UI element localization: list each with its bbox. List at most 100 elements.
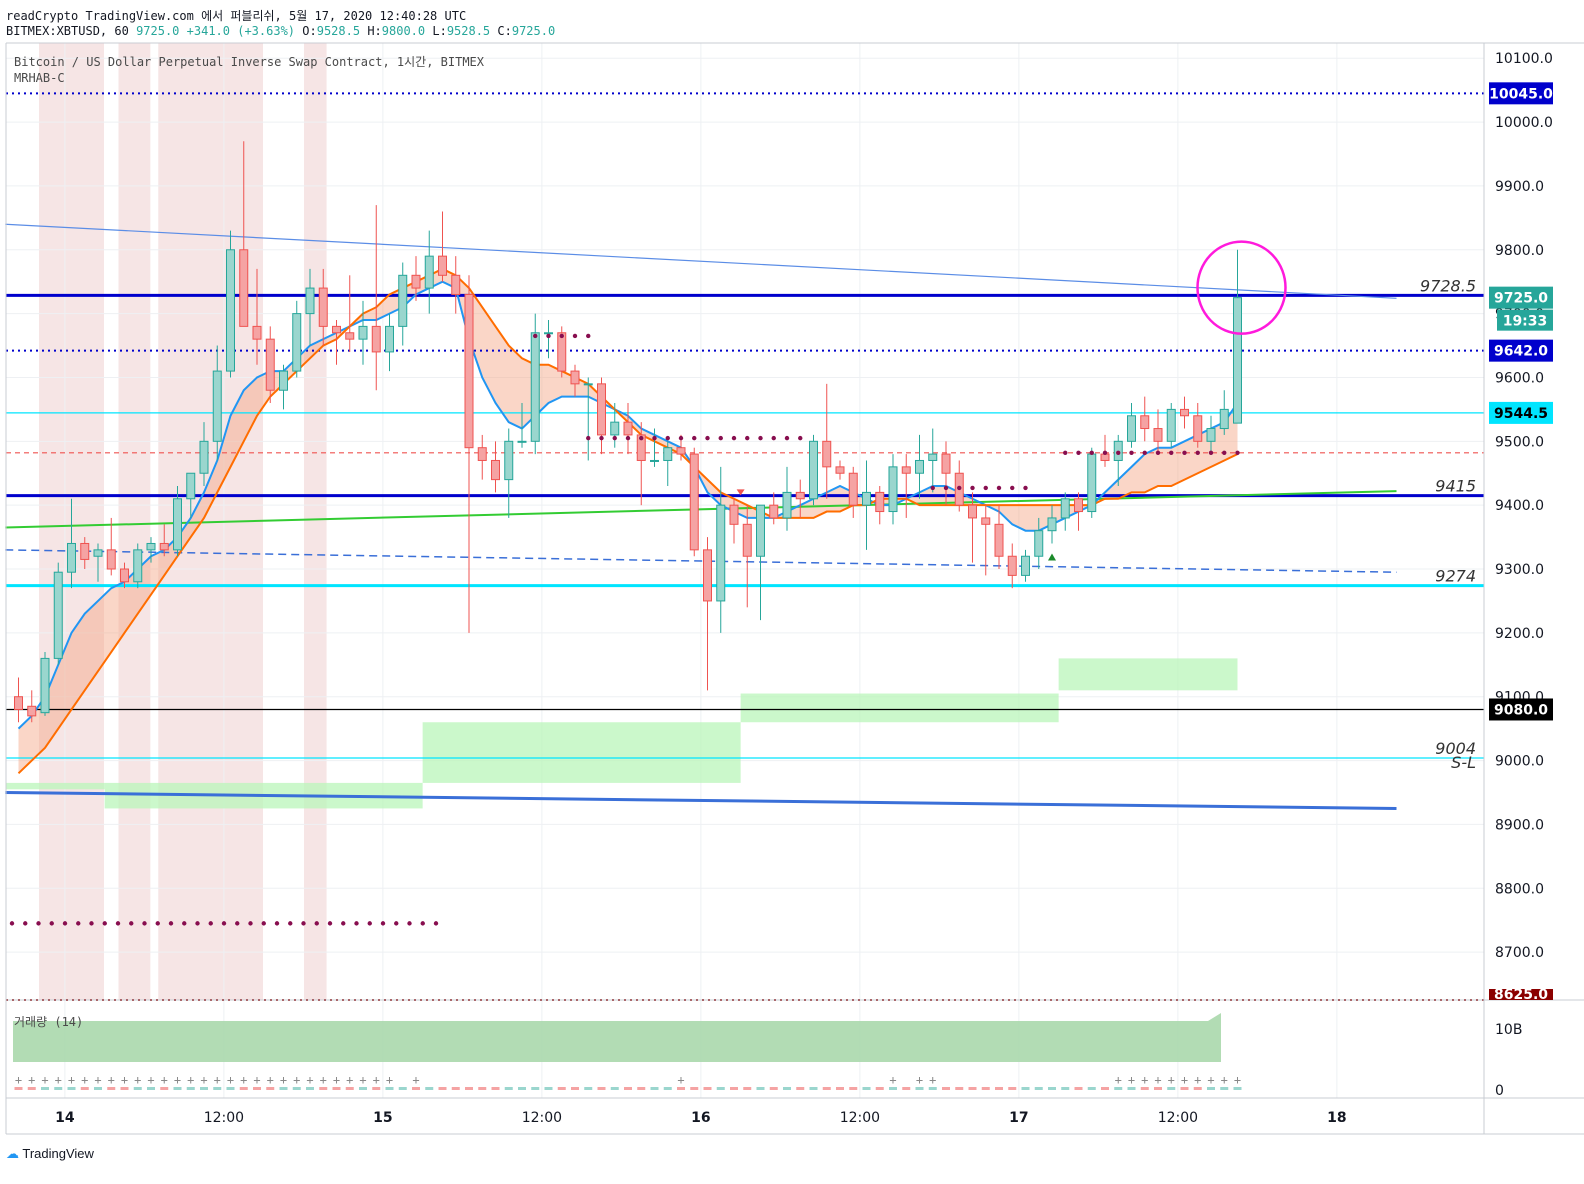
candle xyxy=(53,562,63,665)
session-band xyxy=(304,43,327,1000)
price-tag: 9544.5 xyxy=(1489,401,1553,424)
signal-dot xyxy=(341,921,346,926)
volume-bar xyxy=(200,1087,208,1090)
blue-lower-trend-line xyxy=(5,790,1397,810)
candle xyxy=(451,256,461,314)
signal-dot xyxy=(1076,450,1081,456)
time-tick-label: 17 xyxy=(1009,1110,1028,1126)
signal-dot xyxy=(1208,450,1214,456)
candle-body xyxy=(106,549,116,570)
time-tick-label: 12:00 xyxy=(522,1110,562,1126)
price-tag-box xyxy=(1489,401,1553,424)
candle-body xyxy=(186,472,196,500)
signal-dot xyxy=(1222,450,1227,456)
price-tag: 8625.0 xyxy=(1489,987,1553,1003)
volume-bar xyxy=(624,1087,632,1090)
candle-body xyxy=(40,657,50,714)
candle-body xyxy=(411,274,421,289)
volume-bar xyxy=(743,1087,752,1090)
low-label: L: xyxy=(432,24,447,38)
signal-dot xyxy=(533,333,538,339)
candle xyxy=(1127,403,1136,448)
volume-bar xyxy=(1021,1087,1030,1090)
price-tick-label: 9500.0 xyxy=(1495,434,1544,450)
candle-body xyxy=(1166,408,1176,442)
candle xyxy=(186,472,196,518)
close-label: C: xyxy=(497,24,512,38)
price-tag-box xyxy=(1489,82,1553,105)
volume-bar xyxy=(955,1087,964,1090)
signal-dot xyxy=(274,921,280,926)
volume-bar xyxy=(650,1087,659,1090)
signal-dot xyxy=(1155,450,1161,456)
candle xyxy=(398,262,408,346)
signal-dot xyxy=(288,921,293,926)
candle xyxy=(623,403,633,455)
candle-body xyxy=(120,568,129,583)
candle xyxy=(663,441,673,487)
candle xyxy=(1206,415,1216,455)
volume-bar xyxy=(1114,1087,1123,1090)
candle-body xyxy=(491,459,500,481)
candle-body xyxy=(703,549,712,602)
volume-bar xyxy=(54,1087,63,1090)
candle-body xyxy=(623,421,633,436)
signal-dot xyxy=(692,435,697,441)
signal-dot xyxy=(62,921,68,926)
volume-plus-mark: + xyxy=(121,1073,128,1087)
price-tick-label: 8700.0 xyxy=(1495,945,1544,961)
candle xyxy=(491,441,500,493)
signal-dot xyxy=(155,921,160,926)
volume-bar xyxy=(41,1087,49,1090)
tradingview-logo[interactable]: ☁ TradingView xyxy=(6,1146,94,1162)
open-label: O: xyxy=(302,24,317,38)
countdown-box xyxy=(1497,309,1553,331)
volume-bar xyxy=(889,1087,897,1090)
signal-dot xyxy=(586,435,591,441)
volume-plus-mark: + xyxy=(373,1073,380,1087)
countdown-label: 19:33 xyxy=(1503,314,1548,330)
candle xyxy=(848,466,858,518)
candle-body xyxy=(676,447,686,455)
volume-plus-mark: + xyxy=(240,1073,247,1087)
volume-bar xyxy=(836,1087,844,1090)
volume-plus-mark: + xyxy=(386,1073,393,1087)
candle-body xyxy=(464,293,474,449)
volume-bar xyxy=(544,1087,553,1090)
volume-plus-mark: + xyxy=(94,1073,101,1087)
candle xyxy=(597,377,606,455)
volume-bar xyxy=(412,1087,420,1090)
signal-dot xyxy=(142,921,147,926)
time-tick-label: 14 xyxy=(55,1110,75,1126)
candle xyxy=(517,403,527,448)
candle xyxy=(358,300,368,365)
candle-body xyxy=(1047,517,1057,532)
candle xyxy=(888,454,898,525)
volume-bar xyxy=(1101,1087,1109,1090)
up-triangle-marker xyxy=(1048,553,1056,561)
volume-bar xyxy=(981,1087,990,1090)
candle-body xyxy=(1034,530,1044,557)
candle-body xyxy=(1193,415,1203,442)
signal-dot xyxy=(301,921,306,926)
signal-dot xyxy=(182,921,187,926)
signal-dot xyxy=(572,333,578,339)
signal-dot xyxy=(248,921,253,926)
signal-dot xyxy=(327,921,333,926)
volume-bar xyxy=(1220,1087,1229,1090)
candle-body xyxy=(199,440,209,474)
candle-body xyxy=(332,325,341,334)
candle-body xyxy=(398,274,408,327)
volume-plus-mark: + xyxy=(1181,1073,1188,1087)
candle-body xyxy=(1140,415,1150,430)
volume-bar xyxy=(67,1087,76,1090)
volume-bar xyxy=(253,1087,261,1090)
signal-dot xyxy=(731,435,737,441)
volume-plus-mark: + xyxy=(134,1073,141,1087)
volume-plus-mark: + xyxy=(15,1073,22,1087)
volume-plus-mark: + xyxy=(677,1073,684,1087)
candle xyxy=(1034,517,1044,570)
signal-dot xyxy=(354,921,359,926)
